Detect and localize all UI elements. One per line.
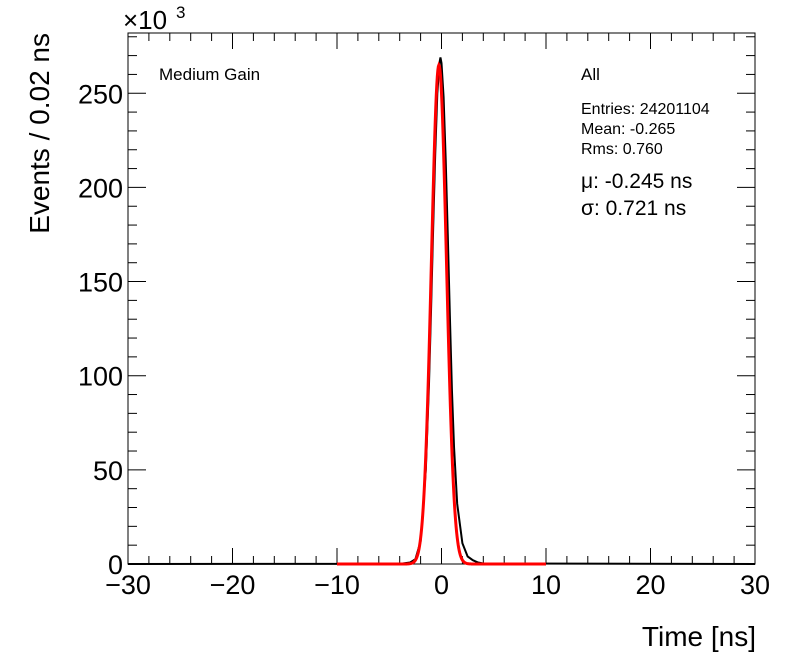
stats-title: All xyxy=(581,65,600,84)
y-tick-label: 200 xyxy=(78,173,123,203)
x-axis-tick-labels: −30 −20 −10 0 10 20 30 xyxy=(105,570,770,600)
x-tick-label: −20 xyxy=(210,570,256,600)
gaussian-fit-curve xyxy=(337,61,546,566)
x-tick-label: 20 xyxy=(635,570,665,600)
y-tick-label: 100 xyxy=(78,362,123,392)
y-axis-title: Events / 0.02 ns xyxy=(24,33,55,234)
fit-sigma-label: σ: 0.721 ns xyxy=(581,197,686,220)
stats-entries: Entries: 24201104 xyxy=(581,101,710,118)
y-tick-label: 250 xyxy=(78,79,123,109)
x-tick-label: −30 xyxy=(105,570,151,600)
y-tick-label: 150 xyxy=(78,268,123,298)
x-axis-title: Time [ns] xyxy=(642,621,756,652)
x-tick-label: 30 xyxy=(740,570,770,600)
stats-rms: Rms: 0.760 xyxy=(581,141,663,158)
annotation-label: Medium Gain xyxy=(159,65,260,84)
y-tick-label: 0 xyxy=(108,550,123,580)
stats-mean: Mean: -0.265 xyxy=(581,121,675,138)
y-multiplier-exponent: 3 xyxy=(176,3,185,22)
y-axis-ticks xyxy=(128,36,755,565)
x-tick-label: 10 xyxy=(531,570,561,600)
x-tick-label: −10 xyxy=(314,570,360,600)
fit-mu-label: μ: -0.245 ns xyxy=(581,170,692,193)
y-axis-tick-labels: 0 50 100 150 200 250 xyxy=(78,79,123,580)
x-axis-ticks xyxy=(127,33,756,564)
y-multiplier-label: ×10 xyxy=(123,5,167,35)
y-tick-label: 50 xyxy=(93,456,123,486)
x-tick-label: 0 xyxy=(434,570,449,600)
